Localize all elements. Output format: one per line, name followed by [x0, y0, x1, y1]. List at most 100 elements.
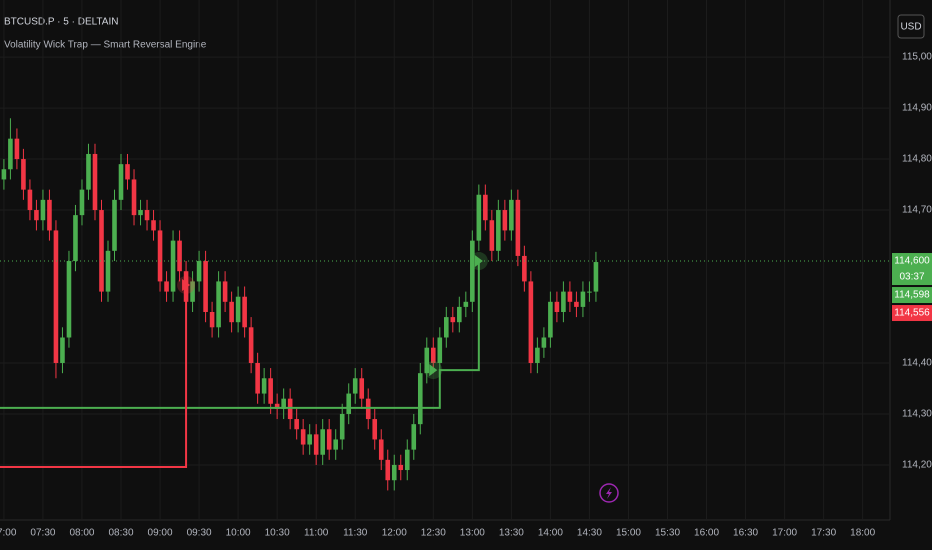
price-label: 114,556 [894, 308, 930, 319]
y-tick-label: 115,000 [902, 52, 932, 63]
candle-body [483, 194, 488, 221]
candle-body [248, 327, 254, 363]
candle-body [372, 419, 378, 440]
y-tick-label: 114,700 [902, 205, 932, 216]
candle-body [34, 210, 39, 221]
candle-body [47, 199, 52, 231]
candle-body [14, 138, 20, 160]
candle-body [450, 317, 456, 323]
candle-body [593, 262, 599, 292]
candle-body [352, 378, 358, 394]
candle-body [73, 215, 78, 262]
candle-body [398, 464, 404, 471]
candle-body [339, 413, 345, 440]
candle-body [359, 378, 365, 399]
x-tick-label: 18:00 [850, 528, 875, 539]
currency-label[interactable]: USD [900, 22, 921, 33]
candle-body [170, 240, 176, 292]
price-label-box [892, 253, 932, 286]
candle-body [125, 164, 130, 180]
candle-body [1, 169, 7, 180]
x-tick-label: 15:30 [655, 528, 680, 539]
x-tick-label: 13:30 [499, 528, 524, 539]
candle-body [548, 301, 553, 338]
candle-body [99, 210, 104, 292]
candle-body [209, 312, 215, 328]
candle-body [496, 210, 501, 251]
candle-body [476, 194, 482, 241]
candle-body [229, 301, 234, 323]
candle-body [79, 189, 85, 216]
candle-body [242, 296, 247, 328]
candle-body [307, 434, 312, 445]
candle-body [535, 347, 540, 363]
price-label: 114,600 [894, 256, 930, 267]
candle-body [457, 306, 462, 323]
candle-body [417, 373, 423, 425]
candle-body [326, 429, 332, 450]
y-tick-label: 114,800 [902, 154, 932, 165]
x-tick-label: 09:30 [187, 528, 212, 539]
signal-marker [429, 364, 438, 377]
x-tick-label: 11:00 [304, 528, 329, 539]
candle-body [27, 189, 33, 211]
candle-body [138, 210, 143, 216]
price-label-box [892, 287, 932, 304]
candle-body [554, 301, 560, 312]
x-tick-label: 16:30 [733, 528, 758, 539]
candle-body [287, 398, 293, 420]
indicator-title: Volatility Wick Trap — Smart Reversal En… [4, 40, 207, 51]
candle-body [528, 281, 534, 363]
countdown-label: 03:37 [899, 272, 924, 283]
y-tick-label: 114,900 [902, 103, 932, 114]
price-label: 114,598 [894, 290, 930, 301]
signal-marker [182, 278, 191, 291]
candle-body [333, 439, 339, 450]
candle-body [8, 138, 13, 170]
candle-body [131, 179, 137, 216]
alert-icon[interactable] [599, 483, 619, 503]
candle-body [502, 210, 508, 231]
candle-body [177, 240, 182, 272]
candle-body [574, 301, 579, 307]
candle-body [391, 464, 397, 481]
candle-body [112, 199, 117, 251]
candle-body [509, 199, 514, 231]
candle-body [21, 159, 26, 190]
candle-body [411, 424, 417, 450]
candle-body [541, 337, 547, 348]
candle-body [255, 362, 260, 394]
x-tick-label: 07:00 [0, 528, 17, 539]
candle-body [66, 261, 72, 338]
candle-body [365, 398, 371, 420]
x-tick-label: 16:00 [694, 528, 719, 539]
x-tick-label: 12:30 [421, 528, 446, 539]
candle-body [190, 281, 195, 302]
x-tick-label: 14:00 [538, 528, 563, 539]
candle-body [196, 261, 202, 282]
alert-circle[interactable] [599, 483, 619, 503]
currency-button[interactable] [897, 14, 925, 39]
x-tick-label: 13:00 [460, 528, 485, 539]
x-tick-label: 14:30 [577, 528, 602, 539]
candle-body [164, 281, 169, 292]
y-tick-label: 114,200 [902, 460, 932, 471]
candle-body [216, 281, 221, 328]
candle-body [430, 347, 436, 363]
x-tick-label: 11:30 [343, 528, 368, 539]
candle-body [522, 255, 527, 282]
candle-body [580, 291, 586, 307]
candle-body [203, 261, 208, 312]
x-tick-label: 17:30 [811, 528, 836, 539]
candle-body [235, 296, 241, 323]
candle-body [489, 220, 495, 251]
alert-bolt[interactable] [606, 487, 612, 499]
signal-marker [474, 255, 483, 268]
candle-body [60, 337, 65, 363]
candle-body [222, 281, 228, 302]
y-tick-label: 114,400 [902, 358, 932, 369]
x-tick-label: 15:00 [616, 528, 641, 539]
x-tick-label: 07:30 [30, 528, 55, 539]
candle-body [346, 393, 352, 414]
